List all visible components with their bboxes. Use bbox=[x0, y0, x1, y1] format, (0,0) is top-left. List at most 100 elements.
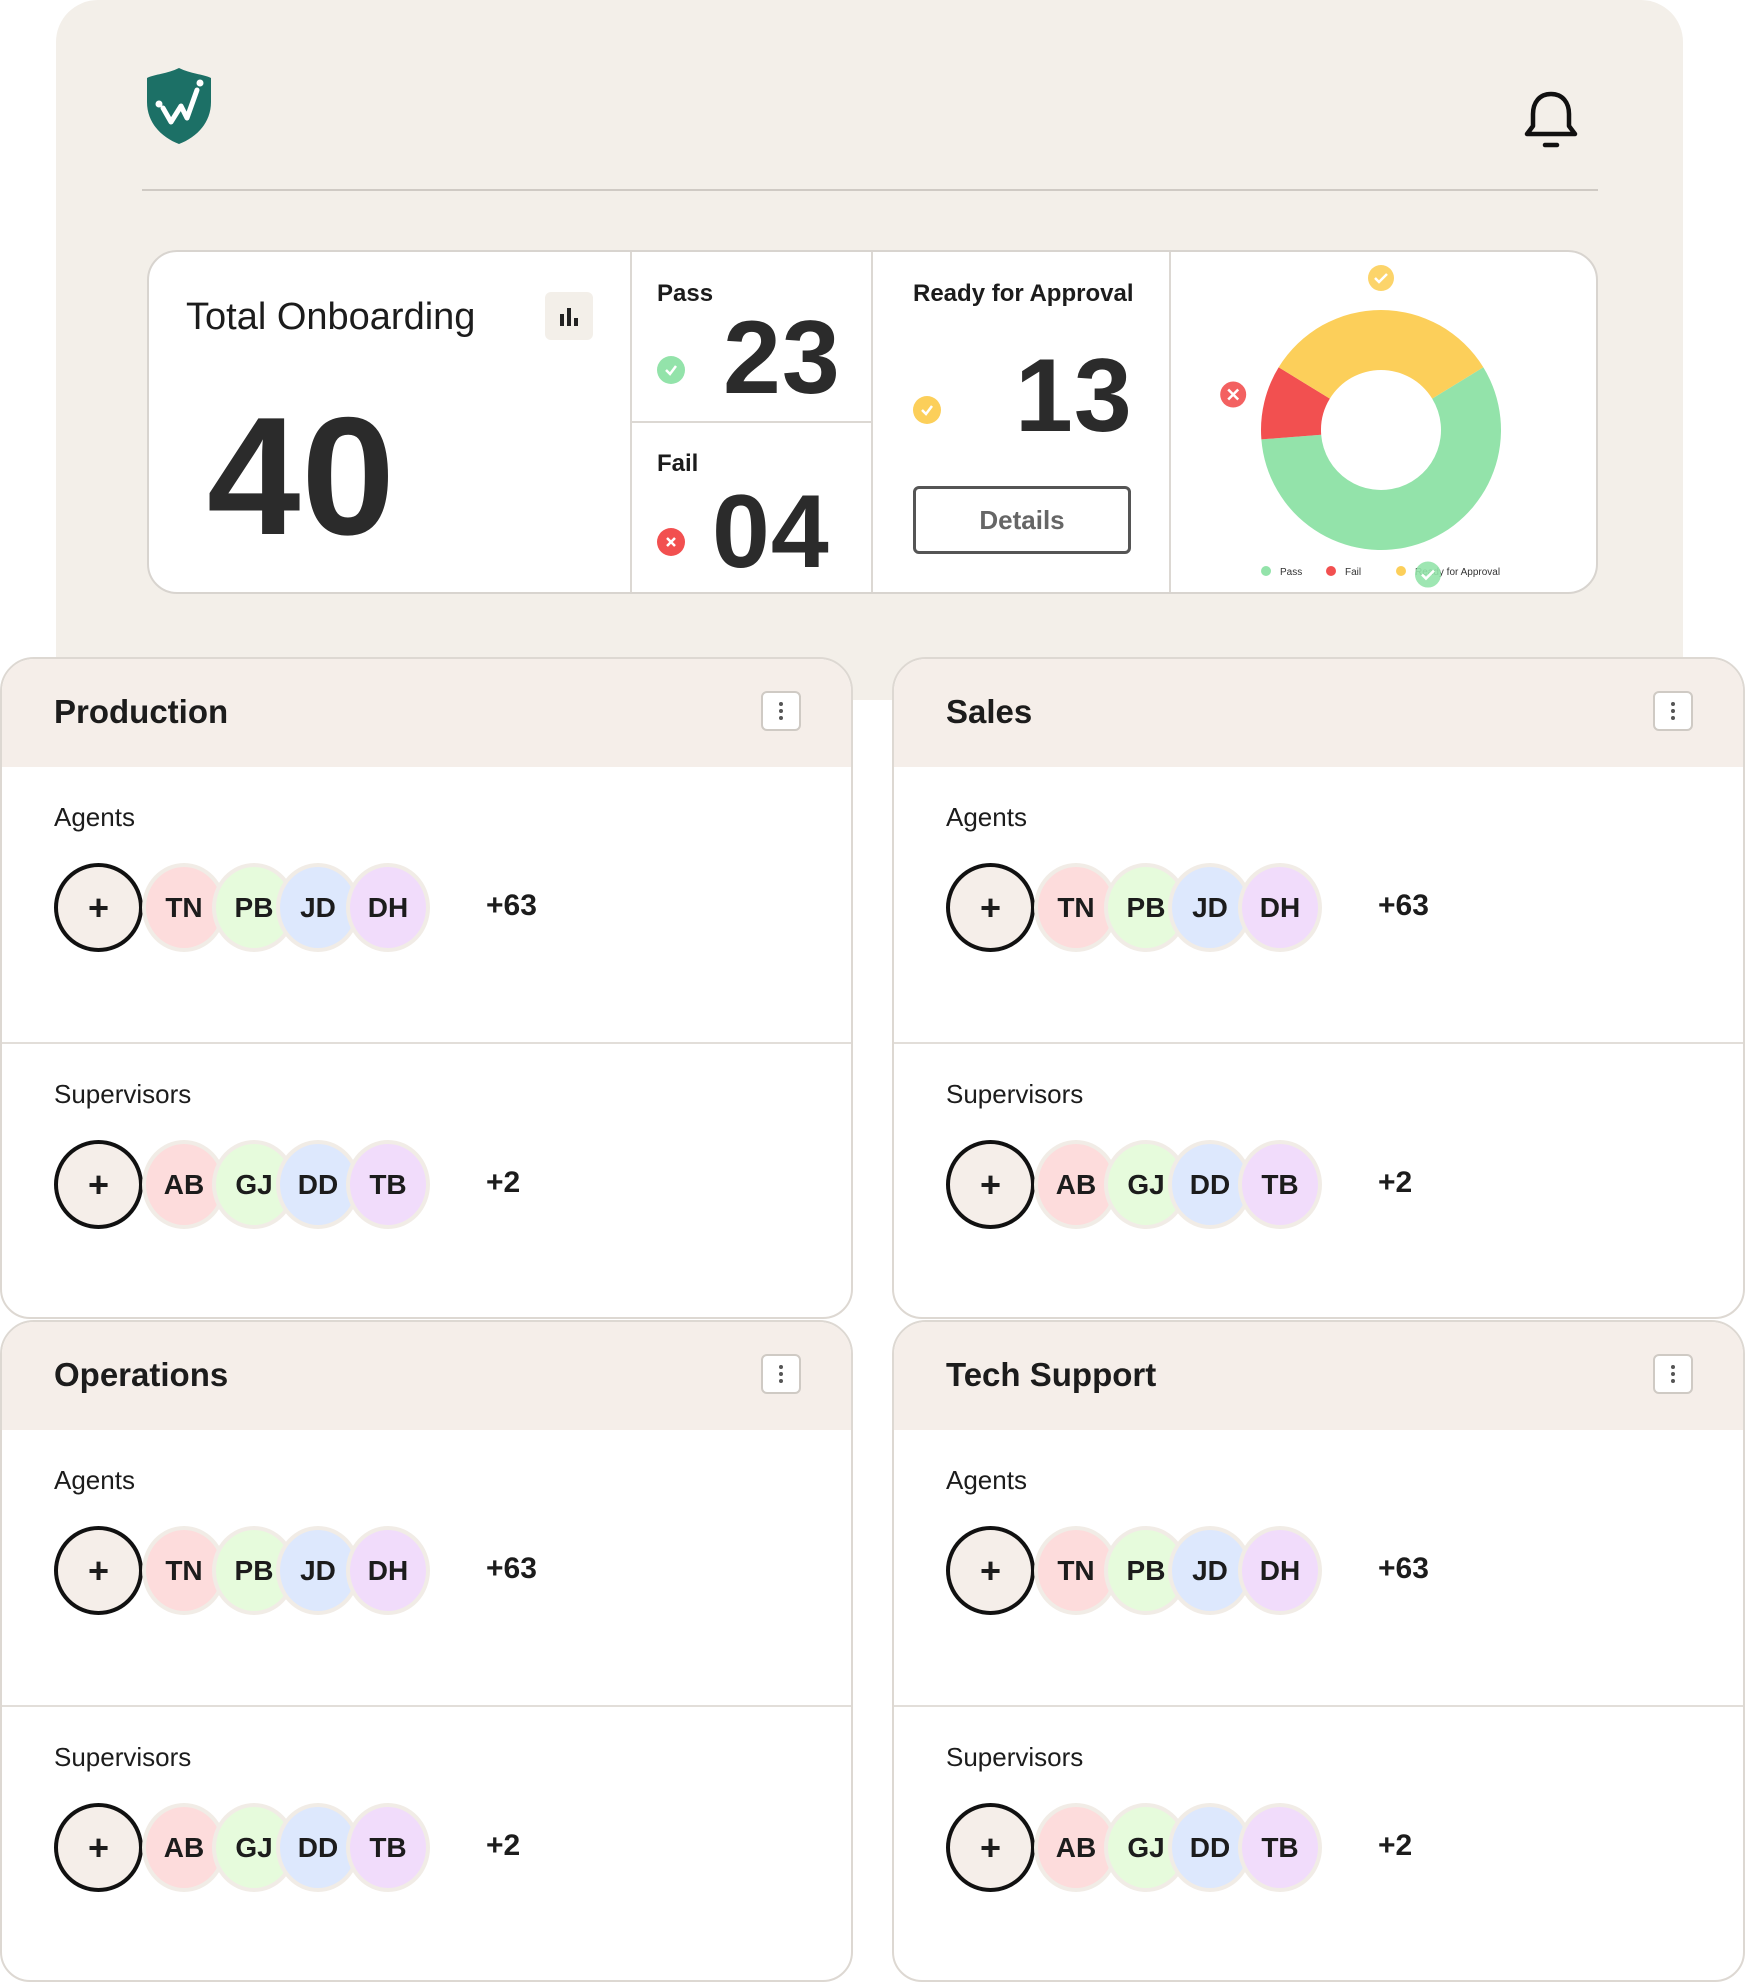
supervisors-section: Supervisors + AB GJ DD TB +2 bbox=[2, 1705, 851, 1980]
pass-label: Pass bbox=[657, 280, 714, 307]
details-button[interactable]: Details bbox=[913, 486, 1131, 554]
avatar[interactable]: TN bbox=[142, 1526, 226, 1615]
agents-section: Agents + TN PB JD DH +63 bbox=[2, 767, 851, 1042]
check-icon bbox=[1368, 265, 1394, 291]
more-members-count[interactable]: +2 bbox=[486, 1166, 521, 1199]
legend-marker bbox=[1396, 566, 1406, 576]
section-label: Supervisors bbox=[54, 1742, 192, 1772]
team-title: Sales bbox=[946, 693, 1033, 730]
avatar[interactable]: TN bbox=[142, 863, 226, 952]
avatar-row: + TN PB JD DH +63 bbox=[946, 863, 1646, 953]
team-card-header: Production bbox=[2, 659, 851, 767]
team-title: Production bbox=[54, 693, 229, 730]
legend-label: Ready for Approval bbox=[1415, 567, 1500, 578]
add-supervisors-button[interactable]: + bbox=[54, 1140, 143, 1229]
avatar-row: + AB GJ DD TB +2 bbox=[946, 1803, 1646, 1893]
more-members-count[interactable]: +2 bbox=[486, 1829, 521, 1862]
avatar[interactable]: DH bbox=[1238, 1526, 1322, 1615]
more-options-button[interactable] bbox=[1653, 1354, 1693, 1394]
add-supervisors-button[interactable]: + bbox=[946, 1140, 1035, 1229]
status-donut-chart: Pass Fail Ready for Approval bbox=[1220, 265, 1501, 588]
section-label: Supervisors bbox=[54, 1079, 192, 1109]
more-members-count[interactable]: +63 bbox=[486, 889, 537, 922]
more-options-button[interactable] bbox=[1653, 691, 1693, 731]
avatar[interactable]: TB bbox=[346, 1140, 430, 1229]
supervisors-section: Supervisors + AB GJ DD TB +2 bbox=[894, 1042, 1743, 1317]
check-icon bbox=[913, 396, 941, 424]
shield-chart-logo[interactable] bbox=[145, 66, 213, 146]
bar-chart-icon[interactable] bbox=[545, 292, 593, 340]
check-icon bbox=[657, 356, 685, 384]
check-icon bbox=[1414, 561, 1441, 588]
section-label: Supervisors bbox=[946, 1079, 1084, 1109]
avatar[interactable]: TB bbox=[1238, 1140, 1322, 1229]
supervisors-section: Supervisors + AB GJ DD TB +2 bbox=[894, 1705, 1743, 1980]
avatar[interactable]: DH bbox=[346, 1526, 430, 1615]
donut-slice-ready-for-approval bbox=[1278, 310, 1484, 399]
avatar[interactable]: PB bbox=[1104, 1526, 1188, 1615]
team-card-operations: Operations Agents + TN PB JD DH +63 Supervisor… bbox=[0, 1320, 853, 1982]
section-label: Agents bbox=[946, 802, 1027, 832]
more-members-count[interactable]: +63 bbox=[486, 1552, 537, 1585]
more-members-count[interactable]: +2 bbox=[1378, 1166, 1413, 1199]
x-icon bbox=[657, 528, 685, 556]
donut-slice-pass bbox=[1261, 367, 1501, 550]
add-agents-button[interactable]: + bbox=[946, 1526, 1035, 1615]
add-agents-button[interactable]: + bbox=[54, 1526, 143, 1615]
agents-section: Agents + TN PB JD DH +63 bbox=[2, 1430, 851, 1705]
bell-icon[interactable] bbox=[1522, 88, 1580, 150]
more-options-button[interactable] bbox=[761, 1354, 801, 1394]
kebab-icon bbox=[1671, 1365, 1675, 1383]
team-card-tech-support: Tech Support Agents + TN PB JD DH +63 Supervis… bbox=[892, 1320, 1745, 1982]
header-divider bbox=[142, 189, 1598, 191]
team-title: Operations bbox=[54, 1356, 229, 1393]
avatar[interactable]: TB bbox=[346, 1803, 430, 1892]
avatar-row: + TN PB JD DH +63 bbox=[54, 1526, 754, 1616]
ready-value: 13 bbox=[1015, 338, 1133, 454]
team-card-header: Tech Support bbox=[894, 1322, 1743, 1430]
avatar[interactable]: DD bbox=[1168, 1140, 1252, 1229]
agents-section: Agents + TN PB JD DH +63 bbox=[894, 767, 1743, 1042]
team-card-header: Sales bbox=[894, 659, 1743, 767]
section-label: Agents bbox=[946, 1465, 1027, 1495]
more-members-count[interactable]: +63 bbox=[1378, 889, 1429, 922]
avatar[interactable]: TB bbox=[1238, 1803, 1322, 1892]
total-onboarding-value: 40 bbox=[207, 382, 396, 570]
pass-value: 23 bbox=[723, 300, 841, 416]
avatar[interactable]: DH bbox=[346, 863, 430, 952]
add-supervisors-button[interactable]: + bbox=[54, 1803, 143, 1892]
kebab-icon bbox=[779, 702, 783, 720]
avatar[interactable]: DH bbox=[1238, 863, 1322, 952]
avatar[interactable]: TN bbox=[1034, 1526, 1118, 1615]
ready-label: Ready for Approval bbox=[913, 280, 1134, 307]
avatar-row: + AB GJ DD TB +2 bbox=[54, 1140, 754, 1230]
more-options-button[interactable] bbox=[761, 691, 801, 731]
x-icon bbox=[1220, 381, 1247, 408]
legend-label: Pass bbox=[1280, 567, 1302, 578]
team-card-sales: Sales Agents + TN PB JD DH +63 Supervisors + AB… bbox=[892, 657, 1745, 1319]
more-members-count[interactable]: +2 bbox=[1378, 1829, 1413, 1862]
add-agents-button[interactable]: + bbox=[54, 863, 143, 952]
avatar-row: + AB GJ DD TB +2 bbox=[54, 1803, 754, 1893]
section-label: Supervisors bbox=[946, 1742, 1084, 1772]
legend-label: Fail bbox=[1345, 567, 1361, 578]
onboarding-stats-card: Total Onboarding 40 Pass 23 Fail 04 Read… bbox=[147, 250, 1598, 594]
total-onboarding-label: Total Onboarding bbox=[186, 296, 476, 338]
more-members-count[interactable]: +63 bbox=[1378, 1552, 1429, 1585]
legend-marker bbox=[1326, 566, 1336, 576]
add-agents-button[interactable]: + bbox=[946, 863, 1035, 952]
legend-marker bbox=[1261, 566, 1271, 576]
avatar-row: + TN PB JD DH +63 bbox=[54, 863, 754, 953]
add-supervisors-button[interactable]: + bbox=[946, 1803, 1035, 1892]
avatar-row: + AB GJ DD TB +2 bbox=[946, 1140, 1646, 1230]
team-title: Tech Support bbox=[946, 1356, 1157, 1393]
supervisors-section: Supervisors + AB GJ DD TB +2 bbox=[2, 1042, 851, 1317]
donut-slice-fail bbox=[1261, 367, 1330, 440]
section-label: Agents bbox=[54, 802, 135, 832]
team-card-production: Production Agents + TN PB JD DH +63 Supervisor… bbox=[0, 657, 853, 1319]
avatar-row: + TN PB JD DH +63 bbox=[946, 1526, 1646, 1616]
agents-section: Agents + TN PB JD DH +63 bbox=[894, 1430, 1743, 1705]
kebab-icon bbox=[1671, 702, 1675, 720]
fail-label: Fail bbox=[657, 450, 699, 477]
team-card-header: Operations bbox=[2, 1322, 851, 1430]
